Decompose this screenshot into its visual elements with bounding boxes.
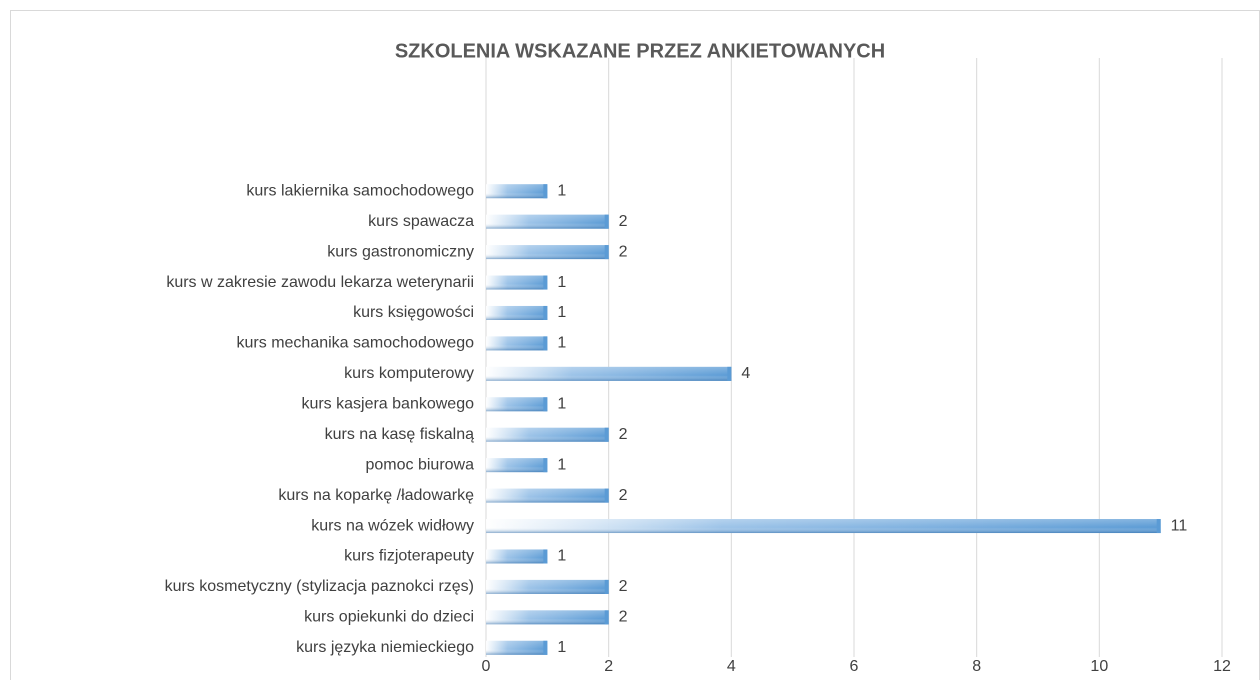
bar-end <box>604 245 609 260</box>
bar-shade <box>486 366 732 381</box>
y-tick-label: kurs gastronomiczny <box>327 243 474 260</box>
bar-end <box>543 640 548 655</box>
value-label: 1 <box>557 548 566 565</box>
chart-title: SZKOLENIA WSKAZANE PRZEZ ANKIETOWANYCH <box>395 40 885 62</box>
value-label: 1 <box>557 182 566 199</box>
x-tick-label: 0 <box>482 658 491 675</box>
bar-end <box>543 549 548 564</box>
x-tick-label: 4 <box>727 658 736 675</box>
bar <box>486 275 548 290</box>
value-label: 1 <box>557 639 566 656</box>
bar-shade <box>486 245 609 260</box>
chart-border <box>10 10 1260 680</box>
bar <box>486 458 548 473</box>
y-tick-label: kurs kosmetyczny (stylizacja paznokci rz… <box>165 578 474 595</box>
bar-end <box>543 397 548 412</box>
value-label: 2 <box>619 243 628 260</box>
value-label: 1 <box>557 335 566 352</box>
bar-end <box>543 458 548 473</box>
x-tick-label: 10 <box>1090 658 1108 675</box>
y-tick-label: kurs lakiernika samochodowego <box>246 182 474 199</box>
bar-shade <box>486 458 548 473</box>
y-tick-label: kurs na wózek widłowy <box>311 517 474 534</box>
bar-end <box>604 214 609 229</box>
bar-shade <box>486 275 548 290</box>
y-tick-label: pomoc biurowa <box>366 456 475 473</box>
x-tick-label: 6 <box>850 658 859 675</box>
bar <box>486 366 732 381</box>
x-tick-label: 8 <box>972 658 981 675</box>
bar-end <box>604 427 609 442</box>
bar-end <box>1156 519 1161 534</box>
y-tick-label: kurs na kasę fiskalną <box>325 426 475 443</box>
bar-shade <box>486 305 548 320</box>
value-label: 2 <box>619 213 628 230</box>
value-label: 1 <box>557 304 566 321</box>
bar-shade <box>486 519 1161 534</box>
bar <box>486 519 1161 534</box>
bar-shade <box>486 488 609 503</box>
bar-shade <box>486 214 609 229</box>
bar <box>486 245 609 260</box>
bar-shade <box>486 336 548 351</box>
bar-end <box>543 275 548 290</box>
value-label: 1 <box>557 396 566 413</box>
bar <box>486 214 609 229</box>
value-label: 2 <box>619 487 628 504</box>
bar-shade <box>486 640 548 655</box>
y-tick-label: kurs kasjera bankowego <box>301 396 474 413</box>
bar-shade <box>486 579 609 594</box>
bar-shade <box>486 427 609 442</box>
bar-shade <box>486 184 548 199</box>
y-tick-label: kurs fizjoterapeuty <box>344 548 474 565</box>
y-tick-label: kurs komputerowy <box>344 365 474 382</box>
bar-end <box>543 184 548 199</box>
bar <box>486 427 609 442</box>
bar <box>486 579 609 594</box>
bar <box>486 184 548 199</box>
bar-shade <box>486 397 548 412</box>
value-label: 4 <box>741 365 750 382</box>
value-label: 2 <box>619 578 628 595</box>
value-label: 11 <box>1171 517 1188 534</box>
bar <box>486 640 548 655</box>
value-label: 1 <box>557 456 566 473</box>
x-tick-label: 12 <box>1213 658 1231 675</box>
bar-end <box>727 366 732 381</box>
bar <box>486 336 548 351</box>
value-label: 1 <box>557 274 566 291</box>
value-label: 2 <box>619 426 628 443</box>
bar <box>486 305 548 320</box>
bar-end <box>604 610 609 625</box>
bar-end <box>543 305 548 320</box>
bar-end <box>604 488 609 503</box>
bar-end <box>604 579 609 594</box>
y-tick-label: kurs języka niemieckiego <box>296 639 474 656</box>
bar <box>486 397 548 412</box>
y-tick-label: kurs księgowości <box>353 304 474 321</box>
y-tick-label: kurs mechanika samochodowego <box>237 335 475 352</box>
y-tick-label: kurs w zakresie zawodu lekarza weterynar… <box>166 274 474 291</box>
bar <box>486 488 609 503</box>
bar-shade <box>486 549 548 564</box>
x-tick-label: 2 <box>604 658 613 675</box>
bar-end <box>543 336 548 351</box>
y-tick-label: kurs spawacza <box>368 213 474 230</box>
value-label: 2 <box>619 609 628 626</box>
bar <box>486 610 609 625</box>
bar <box>486 549 548 564</box>
y-tick-label: kurs na koparkę /ładowarkę <box>278 487 474 504</box>
bar-shade <box>486 610 609 625</box>
y-tick-label: kurs opiekunki do dzieci <box>304 609 474 626</box>
